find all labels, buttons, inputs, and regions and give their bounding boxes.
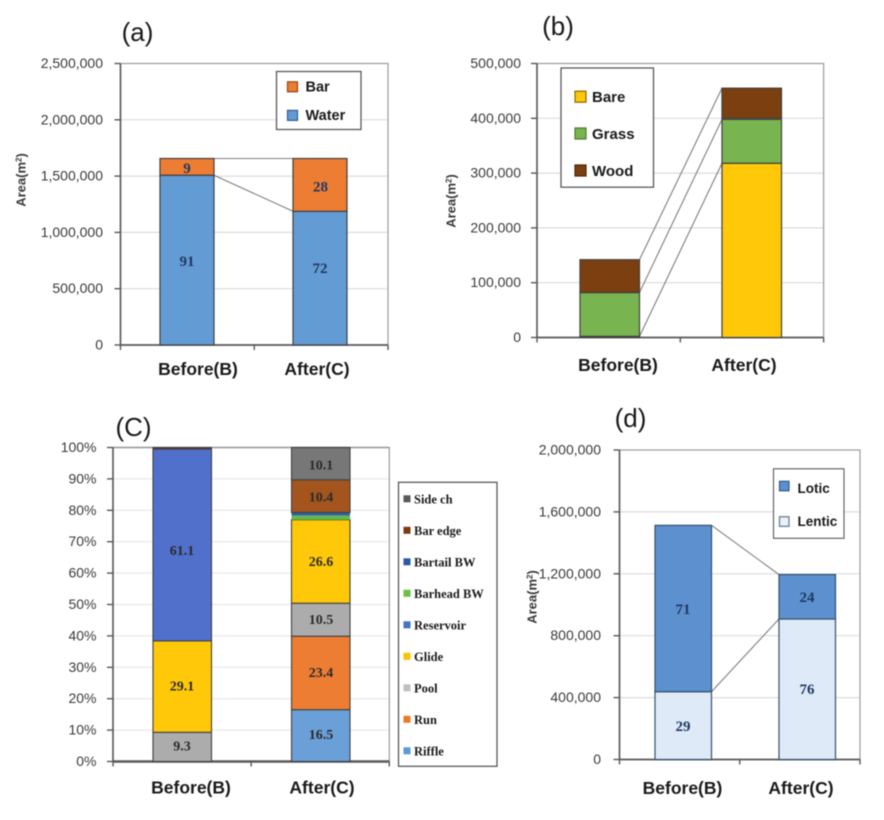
- svg-text:500,000: 500,000: [470, 55, 521, 71]
- svg-text:Bar edge: Bar edge: [414, 524, 462, 538]
- svg-text:Before(B): Before(B): [158, 359, 238, 379]
- svg-text:24: 24: [800, 590, 816, 606]
- svg-text:After(C): After(C): [284, 359, 349, 379]
- svg-text:500,000: 500,000: [52, 280, 103, 296]
- svg-text:10%: 10%: [68, 722, 96, 738]
- svg-text:After(C): After(C): [711, 355, 776, 375]
- svg-text:After(C): After(C): [768, 778, 833, 798]
- svg-text:Side ch: Side ch: [414, 492, 453, 506]
- svg-text:Bar: Bar: [306, 79, 331, 95]
- svg-text:Barhead BW: Barhead BW: [414, 587, 484, 601]
- svg-text:Before(B): Before(B): [578, 355, 658, 375]
- svg-text:1,500,000: 1,500,000: [41, 168, 103, 184]
- svg-text:(d): (d): [615, 403, 647, 433]
- svg-text:16.5: 16.5: [309, 728, 334, 743]
- svg-text:80%: 80%: [68, 502, 96, 518]
- svg-text:Riffle: Riffle: [414, 744, 444, 758]
- svg-text:2,000,000: 2,000,000: [539, 442, 601, 458]
- svg-text:300,000: 300,000: [470, 165, 521, 181]
- svg-text:After(C): After(C): [289, 778, 354, 798]
- svg-text:Bare: Bare: [592, 89, 625, 106]
- svg-text:Grass: Grass: [592, 126, 635, 143]
- svg-text:10.5: 10.5: [309, 613, 334, 628]
- svg-text:Glide: Glide: [414, 650, 444, 664]
- svg-text:10.4: 10.4: [309, 491, 334, 506]
- svg-text:200,000: 200,000: [470, 219, 521, 235]
- svg-text:29.1: 29.1: [170, 680, 195, 695]
- svg-text:71: 71: [676, 602, 691, 618]
- svg-text:40%: 40%: [68, 627, 96, 643]
- svg-text:(C): (C): [115, 412, 151, 442]
- svg-text:400,000: 400,000: [550, 689, 601, 705]
- svg-text:23.4: 23.4: [309, 666, 334, 681]
- svg-text:28: 28: [313, 180, 328, 196]
- svg-text:72: 72: [313, 261, 328, 277]
- svg-text:0: 0: [593, 751, 601, 767]
- svg-text:10.1: 10.1: [309, 459, 334, 474]
- svg-text:0: 0: [513, 329, 521, 345]
- svg-text:100,000: 100,000: [470, 274, 521, 290]
- svg-text:50%: 50%: [68, 596, 96, 612]
- svg-text:Lotic: Lotic: [798, 481, 831, 496]
- svg-text:1,000,000: 1,000,000: [41, 224, 103, 240]
- svg-text:9: 9: [183, 161, 191, 177]
- svg-text:Before(B): Before(B): [643, 778, 723, 798]
- svg-text:76: 76: [800, 682, 816, 698]
- svg-text:100%: 100%: [61, 439, 97, 455]
- svg-text:1,200,000: 1,200,000: [539, 565, 601, 581]
- svg-text:(b): (b): [542, 11, 574, 41]
- svg-text:26.6: 26.6: [309, 555, 334, 570]
- svg-text:Reservoir: Reservoir: [414, 618, 467, 632]
- svg-text:800,000: 800,000: [550, 627, 601, 643]
- svg-text:Water: Water: [306, 108, 346, 124]
- svg-text:(a): (a): [122, 17, 154, 47]
- svg-text:90%: 90%: [68, 470, 96, 486]
- svg-text:Area(m2): Area(m2): [525, 570, 540, 624]
- svg-text:Before(B): Before(B): [151, 778, 231, 798]
- svg-text:20%: 20%: [68, 690, 96, 706]
- svg-text:70%: 70%: [68, 533, 96, 549]
- svg-text:60%: 60%: [68, 565, 96, 581]
- svg-text:400,000: 400,000: [470, 110, 521, 126]
- svg-text:1,600,000: 1,600,000: [539, 503, 601, 519]
- svg-text:2,500,000: 2,500,000: [41, 55, 103, 71]
- svg-text:91: 91: [180, 254, 195, 270]
- svg-text:30%: 30%: [68, 659, 96, 675]
- svg-text:Run: Run: [414, 713, 437, 727]
- svg-text:2,000,000: 2,000,000: [41, 111, 103, 127]
- svg-text:61.1: 61.1: [170, 544, 195, 559]
- svg-text:Wood: Wood: [592, 163, 633, 180]
- svg-text:9.3: 9.3: [173, 740, 191, 755]
- svg-text:0%: 0%: [76, 753, 96, 769]
- svg-text:Area(m2): Area(m2): [14, 153, 29, 207]
- svg-text:Pool: Pool: [414, 681, 438, 695]
- svg-text:Lentic: Lentic: [798, 514, 838, 529]
- svg-text:Bartail BW: Bartail BW: [414, 555, 476, 569]
- svg-text:0: 0: [95, 337, 103, 353]
- svg-text:29: 29: [676, 719, 691, 735]
- svg-text:Area(m2): Area(m2): [444, 174, 459, 228]
